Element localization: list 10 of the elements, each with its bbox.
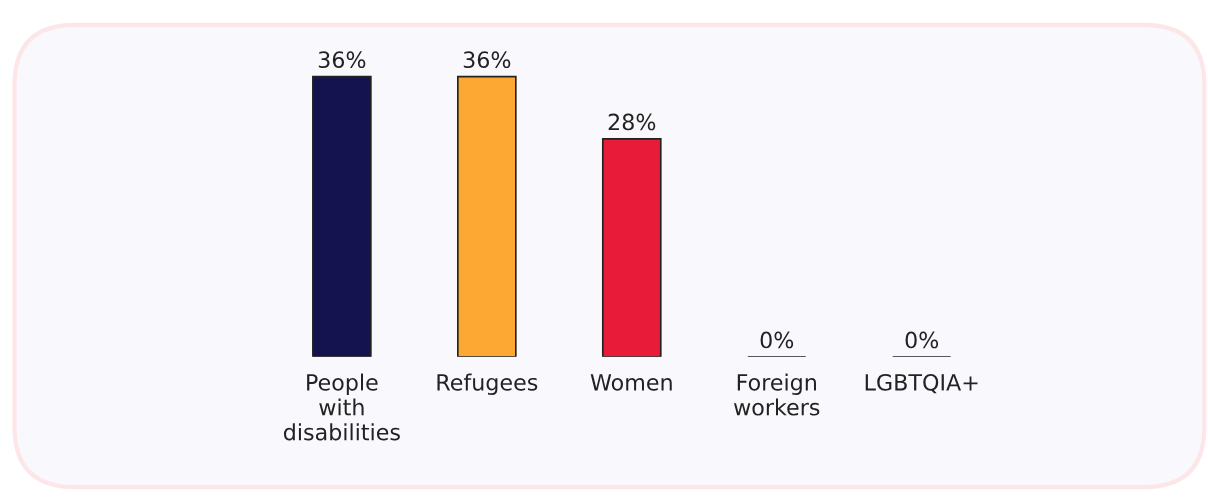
x-tick-label: People with disabilities: [283, 373, 400, 441]
x-tick-label: Refugees: [437, 373, 538, 396]
data-label: 36%: [318, 51, 366, 69]
data-label: 0%: [905, 331, 939, 349]
x-tick-label: Women: [590, 374, 672, 391]
data-label: 36%: [463, 51, 511, 69]
x-tick-label: Foreign workers: [734, 373, 820, 416]
x-tick-label: LGBTQIA+: [865, 373, 978, 394]
data-label: 28%: [608, 113, 656, 131]
data-label: 0%: [760, 331, 794, 349]
